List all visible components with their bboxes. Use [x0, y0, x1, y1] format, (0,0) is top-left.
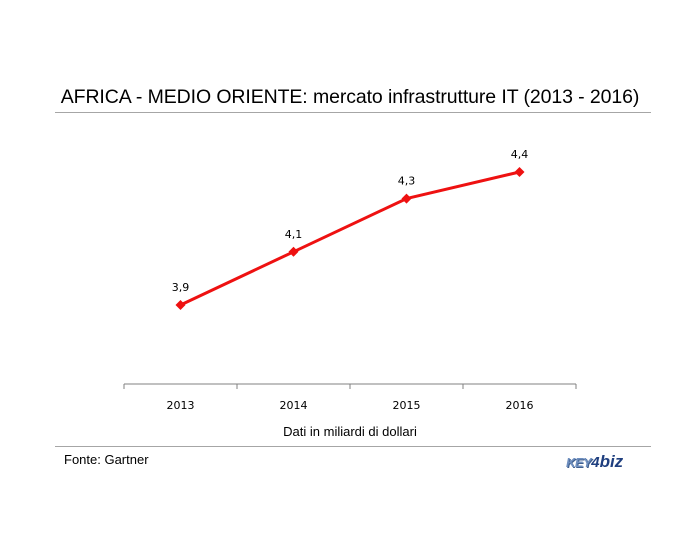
footer-divider: [55, 446, 651, 447]
x-axis-label: Dati in miliardi di dollari: [283, 424, 417, 439]
key4biz-logo: KEY4biz: [566, 452, 624, 471]
x-tick-label-2014: 2014: [280, 399, 308, 412]
source-note: Fonte: Gartner: [64, 452, 149, 467]
title-divider: [55, 112, 651, 113]
data-label-2013: 3,9: [172, 281, 190, 294]
data-point-2015: [401, 193, 412, 204]
data-point-2014: [288, 246, 299, 257]
data-label-2016: 4,4: [511, 148, 529, 161]
data-point-2016: [514, 167, 525, 177]
series-line: [179, 170, 520, 307]
data-point-2013: [175, 300, 186, 310]
x-tick-label-2013: 2013: [167, 399, 195, 412]
x-tick-label-2016: 2016: [506, 399, 534, 412]
x-tick-label-2015: 2015: [393, 399, 421, 412]
data-label-2014: 4,1: [285, 228, 303, 241]
data-label-2015: 4,3: [398, 175, 416, 188]
chart-title: AFRICA - MEDIO ORIENTE: mercato infrastr…: [60, 86, 640, 108]
